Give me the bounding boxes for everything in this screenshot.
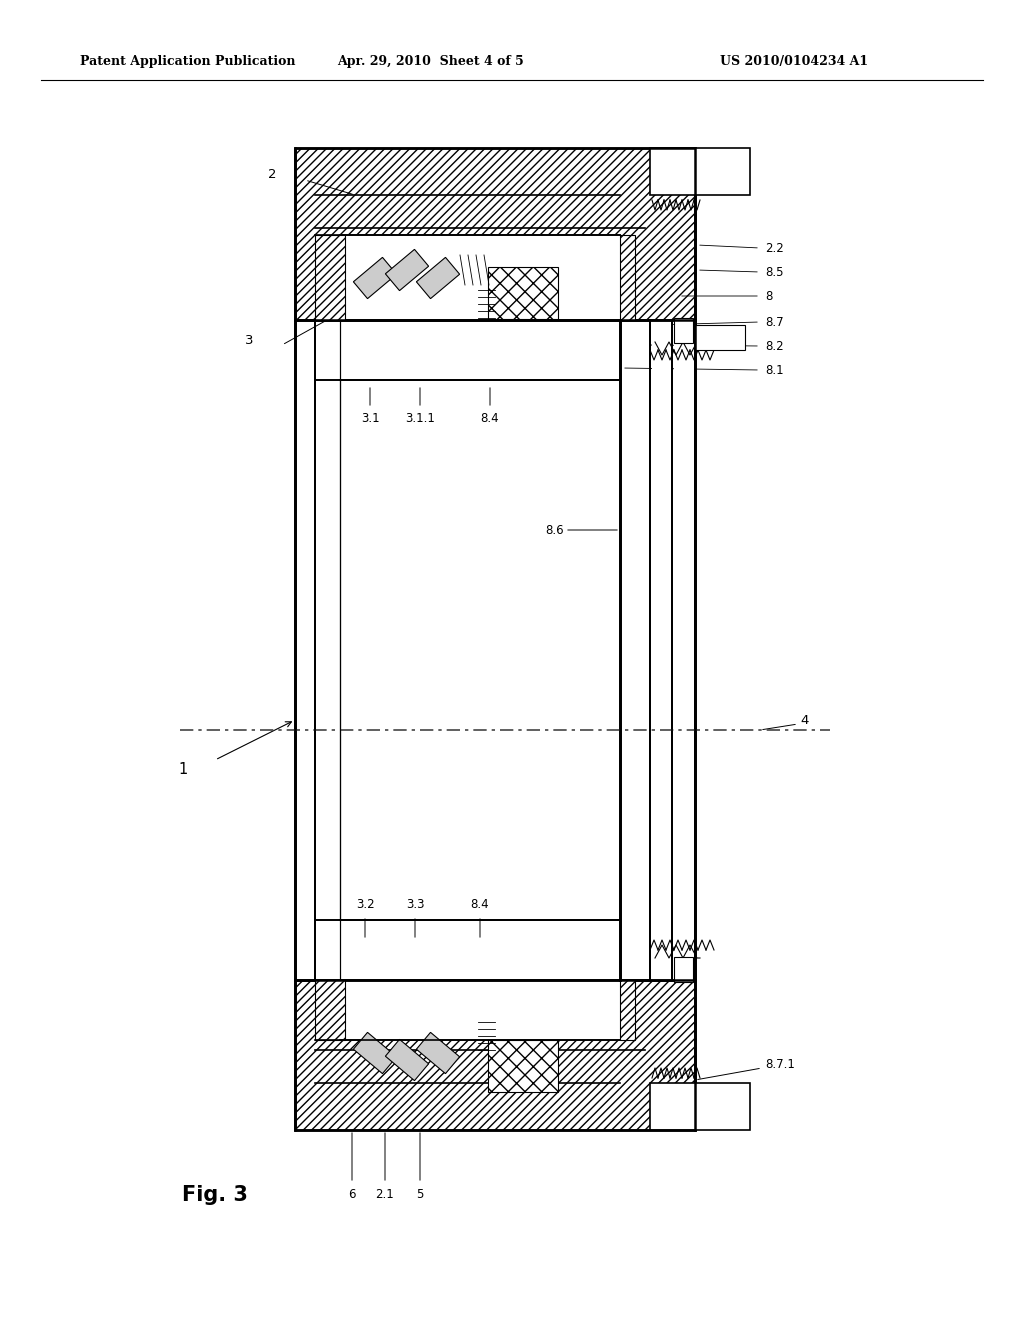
Bar	[353, 1032, 396, 1073]
Bar	[488, 267, 558, 319]
Text: 2.2: 2.2	[765, 242, 783, 255]
Text: 8.1: 8.1	[765, 363, 783, 376]
Text: 8.5: 8.5	[765, 265, 783, 279]
Bar	[295, 979, 695, 1130]
Bar	[353, 257, 396, 298]
Bar	[385, 1039, 429, 1081]
Text: 8.4: 8.4	[471, 899, 489, 912]
Bar	[315, 979, 620, 1040]
Bar	[650, 319, 700, 979]
Text: 8.6: 8.6	[546, 524, 564, 536]
Text: 8.7: 8.7	[765, 315, 783, 329]
Bar	[315, 235, 620, 319]
Text: 2.1: 2.1	[376, 1188, 394, 1201]
Bar	[315, 235, 345, 319]
Text: 3.1.1: 3.1.1	[406, 412, 435, 425]
Bar	[652, 322, 671, 978]
Text: 1: 1	[178, 763, 187, 777]
Bar	[650, 148, 750, 195]
Bar	[620, 235, 635, 319]
Bar	[488, 267, 558, 319]
Text: Fig. 3: Fig. 3	[182, 1185, 248, 1205]
Text: 3.3: 3.3	[406, 899, 424, 912]
Bar	[417, 257, 460, 298]
Polygon shape	[695, 325, 745, 350]
Bar	[417, 1032, 460, 1073]
Text: 8: 8	[765, 289, 772, 302]
Text: 6: 6	[348, 1188, 355, 1201]
Text: 8.2: 8.2	[765, 339, 783, 352]
Bar	[674, 318, 693, 343]
Text: 2: 2	[268, 169, 276, 181]
Text: 8.7.1: 8.7.1	[765, 1059, 795, 1072]
Text: 5: 5	[417, 1188, 424, 1201]
Bar	[295, 148, 695, 1130]
Bar	[620, 979, 635, 1040]
Text: 4: 4	[800, 714, 808, 726]
Text: 3: 3	[245, 334, 254, 346]
Text: Apr. 29, 2010  Sheet 4 of 5: Apr. 29, 2010 Sheet 4 of 5	[337, 55, 523, 69]
Text: 8.4: 8.4	[480, 412, 500, 425]
Bar	[650, 1082, 750, 1130]
Bar	[315, 979, 345, 1040]
Text: Patent Application Publication: Patent Application Publication	[80, 55, 296, 69]
Text: US 2010/0104234 A1: US 2010/0104234 A1	[720, 55, 868, 69]
Bar	[488, 1040, 558, 1092]
Bar	[674, 957, 693, 982]
Bar	[295, 148, 695, 319]
Text: 3.2: 3.2	[355, 899, 375, 912]
Text: 3.1: 3.1	[360, 412, 379, 425]
Bar	[674, 322, 694, 978]
Bar	[385, 249, 429, 290]
